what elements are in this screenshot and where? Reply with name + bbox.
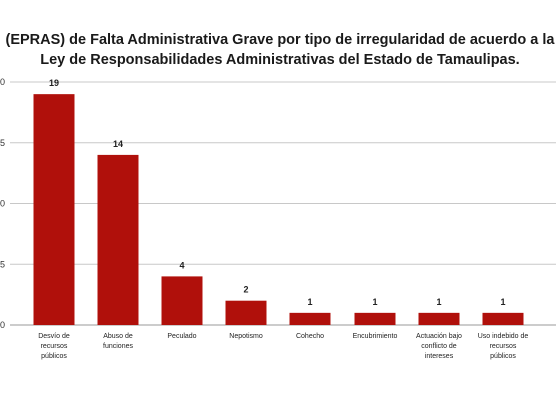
x-category-label: públicos (41, 353, 67, 360)
x-category-label: Encubrimiento (353, 333, 398, 340)
bar (482, 312, 524, 325)
y-tick-label: 0 (0, 320, 5, 330)
bar (418, 312, 460, 325)
x-category-label: recursos (490, 343, 517, 350)
chart-title-line-2: Ley de Responsabilidades Administrativas… (40, 52, 520, 68)
y-tick-label: 15 (0, 138, 5, 148)
data-label: 2 (243, 285, 248, 295)
chart-title: (EPRAS) de Falta Administrativa Grave po… (0, 30, 560, 70)
chart-title-line-1: (EPRAS) de Falta Administrativa Grave po… (5, 32, 555, 48)
data-label: 14 (113, 139, 123, 149)
data-label: 1 (372, 297, 377, 307)
x-category-label: públicos (490, 353, 516, 360)
x-category-label: Abuso de (103, 333, 133, 340)
x-category-label: recursos (41, 343, 68, 350)
bar (354, 312, 396, 325)
x-category-label: conflicto de (421, 343, 457, 350)
data-label: 4 (179, 260, 184, 270)
y-tick-label: 10 (0, 199, 5, 209)
data-label: 1 (307, 297, 312, 307)
x-category-label: Uso indebido de (478, 333, 529, 340)
x-category-label: Desvío de (38, 333, 70, 340)
x-category-label: Peculado (167, 333, 196, 340)
x-category-label: Cohecho (296, 333, 324, 340)
bar (97, 154, 139, 325)
bar (161, 276, 203, 325)
data-label: 19 (49, 78, 59, 88)
bar (289, 312, 331, 325)
data-label: 1 (436, 297, 441, 307)
x-category-label: funciones (103, 343, 133, 350)
bar (33, 94, 75, 326)
x-category-label: Actuación bajo (416, 333, 462, 340)
data-label: 1 (500, 297, 505, 307)
y-tick-label: 20 (0, 77, 5, 87)
x-category-label: intereses (425, 353, 454, 360)
y-tick-label: 5 (0, 259, 5, 269)
bar (225, 300, 267, 325)
x-category-label: Nepotismo (229, 333, 263, 340)
